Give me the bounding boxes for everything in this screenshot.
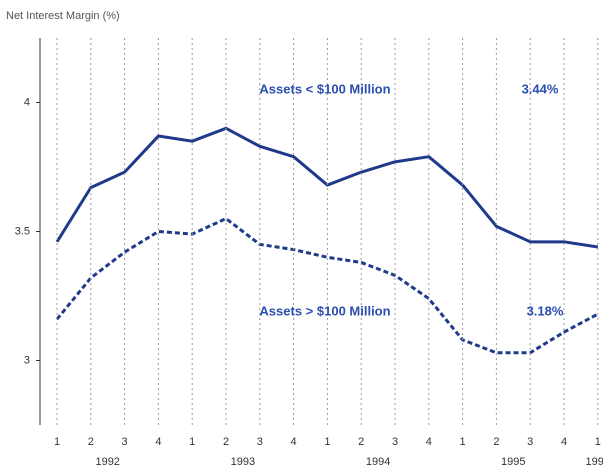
x-tick-label: 4	[291, 436, 297, 448]
x-tick-label: 1	[189, 436, 195, 448]
y-axis-label: Net Interest Margin (%)	[6, 10, 120, 22]
x-tick-label: 4	[561, 436, 567, 448]
x-tick-label: 3	[527, 436, 533, 448]
series-line	[55, 126, 599, 249]
x-tick-label: 3	[122, 436, 128, 448]
x-tick-label: 4	[155, 436, 161, 448]
x-tick-label: 3	[392, 436, 398, 448]
x-tick-label: 2	[223, 436, 229, 448]
y-tick-label: 4	[24, 96, 30, 108]
x-tick-label: 2	[88, 436, 94, 448]
series-label: Assets < $100 Million	[259, 81, 390, 96]
x-group-label: 1994	[366, 456, 390, 468]
x-group-label: 1992	[95, 456, 119, 468]
series-label: Assets > $100 Million	[259, 303, 390, 318]
x-tick-label: 1	[595, 436, 601, 448]
x-tick-label: 2	[358, 436, 364, 448]
x-tick-label: 4	[426, 436, 432, 448]
series-line	[55, 217, 599, 355]
y-tick-label: 3	[24, 354, 30, 366]
annotation: 3.44%	[522, 81, 559, 96]
y-tick-label: 3.5	[15, 225, 30, 237]
x-tick-label: 2	[493, 436, 499, 448]
x-tick-label: 1	[324, 436, 330, 448]
x-tick-label: 3	[257, 436, 263, 448]
x-tick-label: 1	[460, 436, 466, 448]
x-tick-label: 1	[54, 436, 60, 448]
x-group-label: 1996	[586, 456, 603, 468]
annotation: 3.18%	[527, 303, 564, 318]
x-group-label: 1995	[501, 456, 525, 468]
x-group-label: 1993	[231, 456, 255, 468]
